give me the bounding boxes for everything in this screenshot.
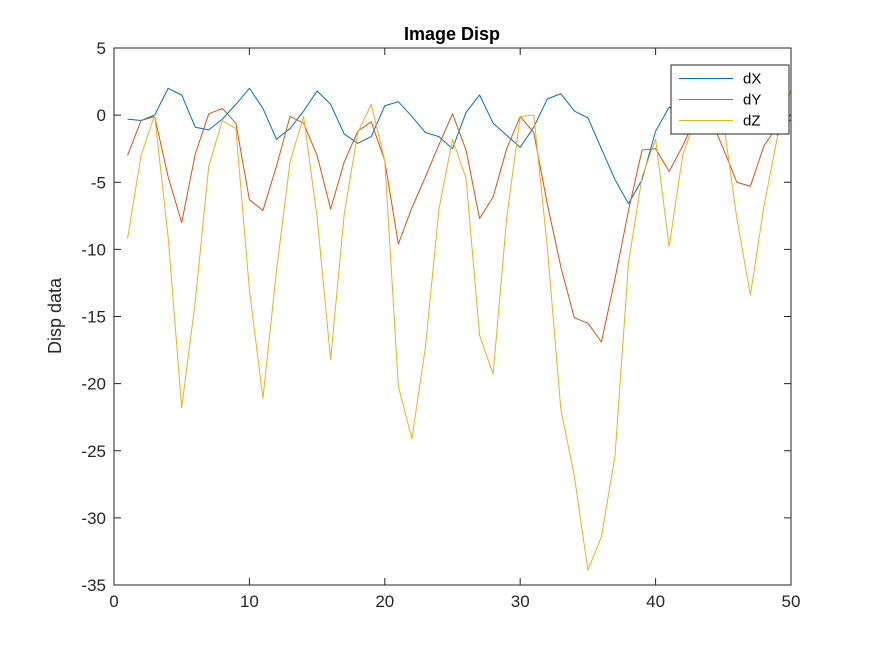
y-tick-label: -5 bbox=[91, 173, 106, 192]
legend-label-dz: dZ bbox=[743, 113, 761, 130]
legend-label-dx: dX bbox=[743, 71, 761, 88]
x-tick-label: 20 bbox=[375, 592, 394, 611]
x-tick-label: 40 bbox=[646, 592, 665, 611]
series-line-dz bbox=[127, 89, 792, 571]
y-tick-label: -20 bbox=[81, 375, 106, 394]
x-tick-label: 50 bbox=[782, 592, 801, 611]
y-tick-label: -25 bbox=[81, 442, 106, 461]
x-tick-label: 0 bbox=[109, 592, 118, 611]
plot-frame bbox=[113, 47, 792, 586]
legend-label-dy: dY bbox=[743, 92, 761, 109]
chart-title: Image Disp bbox=[404, 24, 500, 44]
y-tick-label: -35 bbox=[81, 576, 106, 595]
y-tick-label: 5 bbox=[97, 39, 106, 58]
x-tick-label: 30 bbox=[511, 592, 530, 611]
y-tick-label: 0 bbox=[97, 106, 106, 125]
y-tick-label: -10 bbox=[81, 240, 106, 259]
y-tick-label: -15 bbox=[81, 308, 106, 327]
legend: dX dY dZ bbox=[670, 64, 790, 135]
y-tick-label: -30 bbox=[81, 509, 106, 528]
plot-area bbox=[114, 48, 791, 585]
series-line-dy bbox=[127, 107, 792, 343]
y-axis-label: Disp data bbox=[45, 277, 65, 354]
x-tick-label: 10 bbox=[240, 592, 259, 611]
